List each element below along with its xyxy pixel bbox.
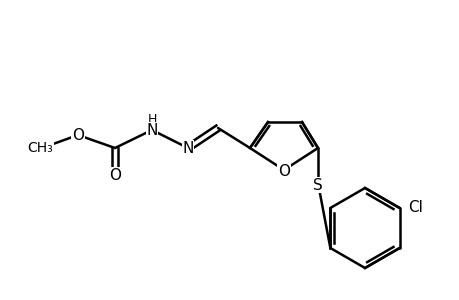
Text: Cl: Cl — [407, 200, 422, 215]
Text: O: O — [109, 167, 121, 182]
Text: N: N — [146, 122, 157, 137]
Text: O: O — [277, 164, 289, 179]
Text: S: S — [313, 178, 322, 193]
Text: H: H — [147, 113, 157, 126]
Text: CH₃: CH₃ — [27, 141, 53, 155]
Text: O: O — [72, 128, 84, 142]
Text: N: N — [182, 140, 193, 155]
